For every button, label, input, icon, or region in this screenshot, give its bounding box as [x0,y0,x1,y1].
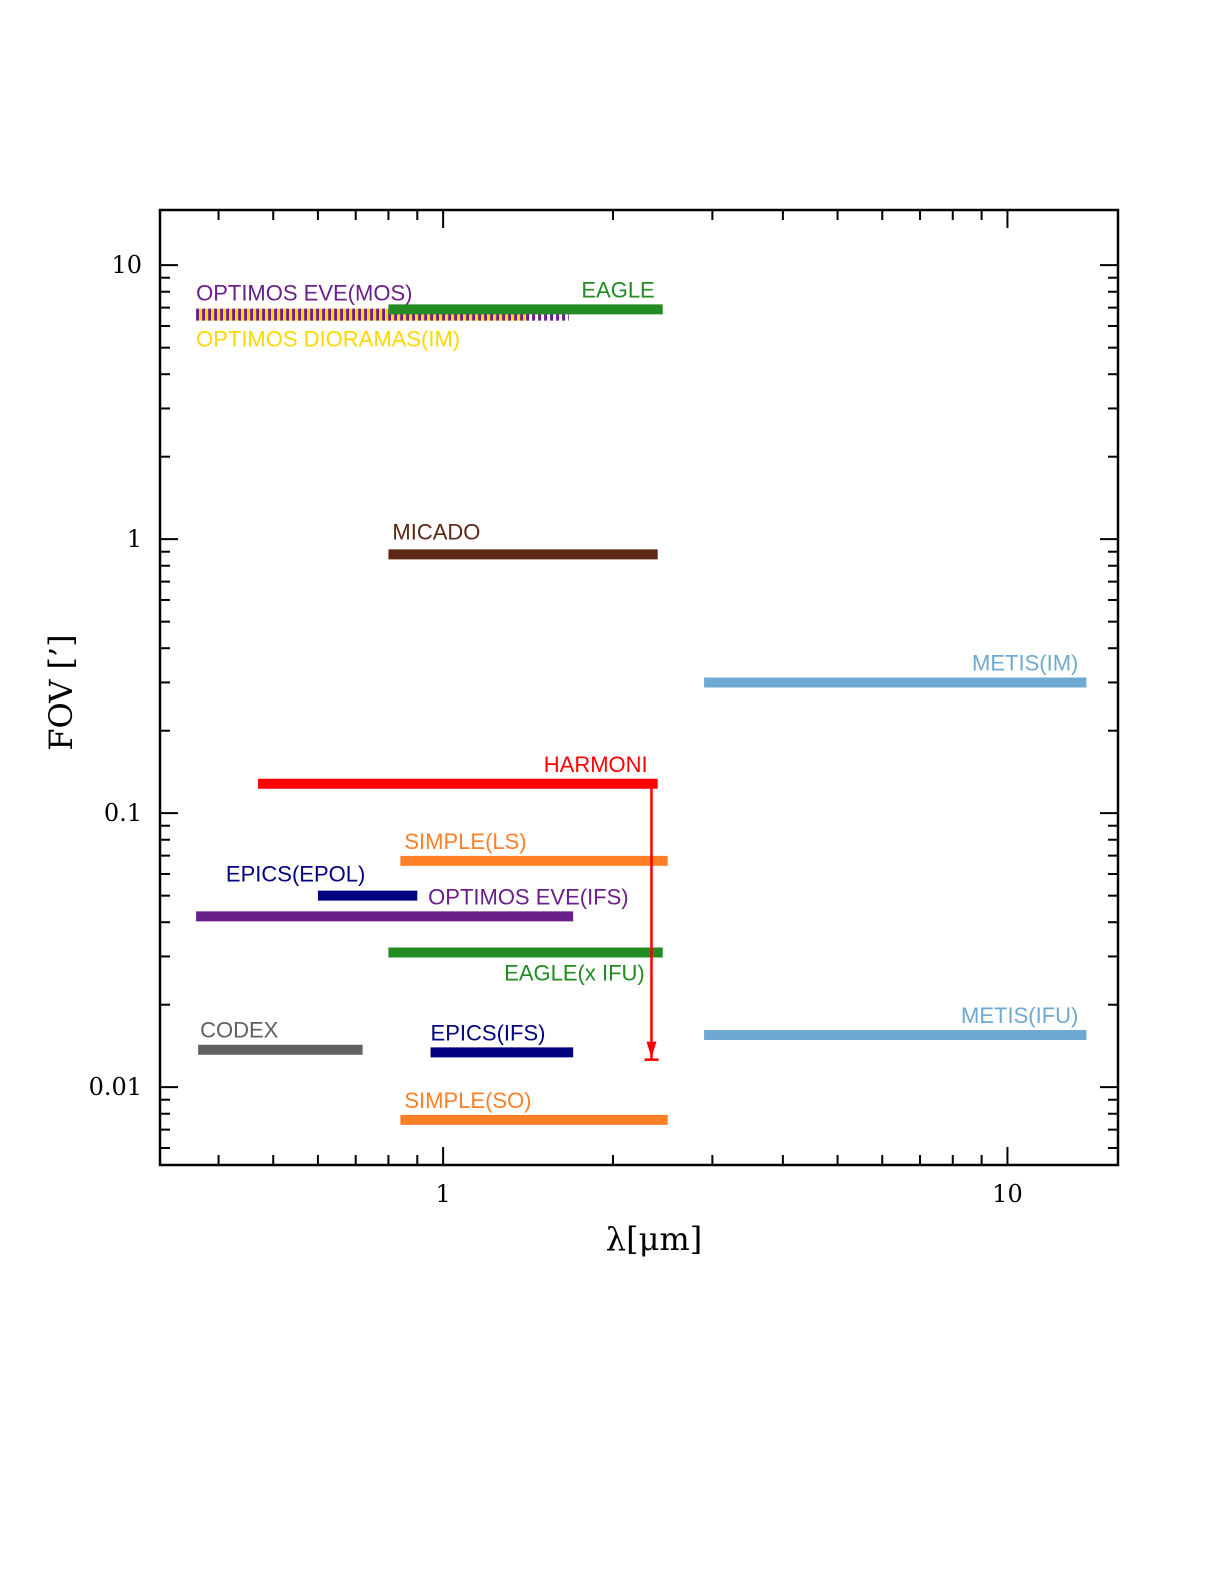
bars-layer [196,304,1087,1125]
label-codex: CODEX [200,1018,279,1043]
label-simple-so: SIMPLE(SO) [404,1088,531,1113]
tick-labels-layer: 1 10 0.01 0.1 1 10 [89,251,1023,1208]
label-optimos-dioramas-im: OPTIMOS DIORAMAS(IM) [196,327,460,352]
y-tick-label: 0.01 [89,1073,142,1101]
label-harmoni: HARMONI [544,752,648,777]
x-tick-label: 10 [992,1180,1023,1208]
x-tick-label: 1 [435,1180,450,1208]
annotations-layer [644,783,659,1061]
label-micado: MICADO [392,519,480,544]
plot-frame [158,208,1120,1167]
y-tick-label: 1 [127,525,142,553]
label-simple-ls: SIMPLE(LS) [404,829,526,854]
ticks-layer [160,210,1118,1165]
x-axis-label: λ[μm] [606,1220,702,1258]
label-eagle: EAGLE [581,277,654,302]
label-eagle-x-ifu: EAGLE(x IFU) [504,961,645,986]
bar-labels-layer: OPTIMOS EVE(MOS) OPTIMOS DIORAMAS(IM) EAGL… [196,277,1078,1113]
label-metis-ifu: METIS(IFU) [961,1003,1078,1028]
y-axis-label: FOV [’] [42,634,80,750]
label-optimos-eve-ifs: OPTIMOS EVE(IFS) [428,884,628,909]
label-epics-epol: EPICS(EPOL) [226,862,365,887]
label-epics-ifs: EPICS(IFS) [431,1020,546,1045]
label-optimos-eve-mos: OPTIMOS EVE(MOS) [196,281,412,306]
y-tick-label: 0.1 [104,799,142,827]
y-tick-label: 10 [111,251,142,279]
harmoni-arrow-head [646,1041,657,1058]
label-metis-im: METIS(IM) [972,650,1078,675]
